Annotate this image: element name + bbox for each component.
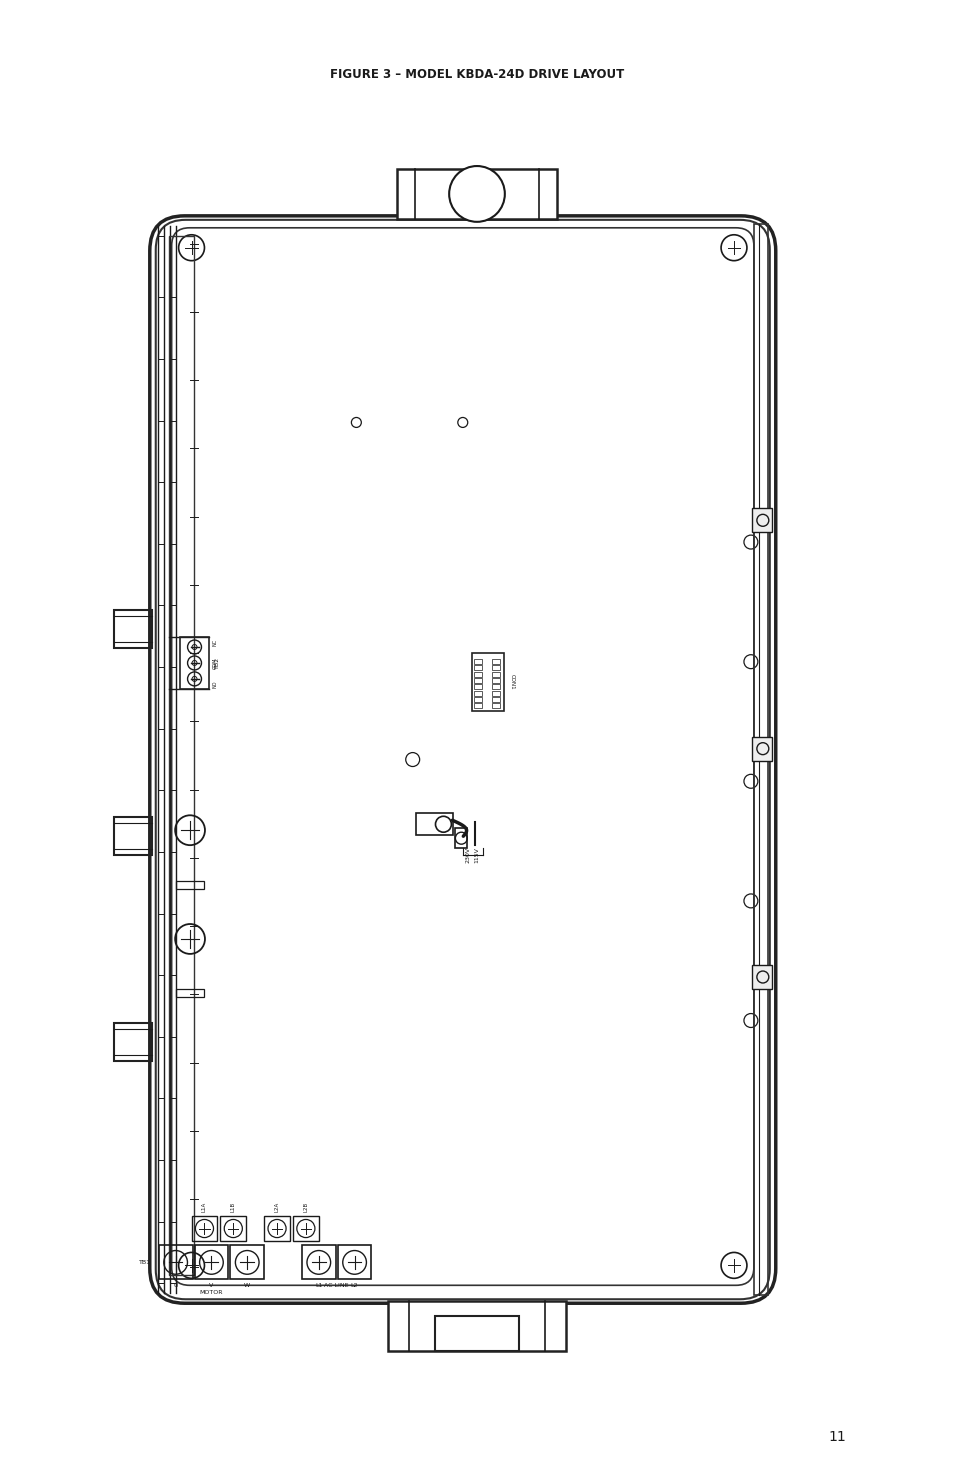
Text: L1: L1: [314, 1283, 322, 1288]
Bar: [474, 690, 481, 696]
Bar: [492, 671, 499, 677]
Text: AC LINE: AC LINE: [324, 1283, 349, 1288]
Bar: [474, 659, 481, 664]
Bar: [751, 965, 771, 988]
Bar: [751, 736, 771, 761]
Bar: [455, 829, 467, 848]
Bar: [416, 813, 453, 835]
Bar: [230, 1245, 264, 1279]
Bar: [474, 671, 481, 677]
Bar: [220, 1215, 246, 1242]
Bar: [169, 236, 193, 1276]
Bar: [492, 690, 499, 696]
Bar: [492, 659, 499, 664]
Text: U: U: [173, 1283, 177, 1288]
Bar: [753, 224, 767, 1295]
Bar: [301, 1245, 335, 1279]
Bar: [474, 696, 481, 702]
Text: 115V: 115V: [474, 847, 478, 863]
Text: NO: NO: [213, 680, 217, 687]
Bar: [113, 611, 152, 648]
Text: NC: NC: [213, 639, 217, 646]
Bar: [176, 881, 204, 888]
Text: COM: COM: [213, 658, 217, 668]
Bar: [176, 990, 204, 997]
Bar: [397, 170, 556, 218]
Bar: [492, 665, 499, 671]
Text: L2B: L2B: [303, 1202, 308, 1211]
Text: W: W: [244, 1283, 250, 1288]
Text: TB1: TB1: [138, 1260, 151, 1266]
Text: FIGURE 3 – MODEL KBDA-24D DRIVE LAYOUT: FIGURE 3 – MODEL KBDA-24D DRIVE LAYOUT: [330, 68, 623, 81]
Text: L1B: L1B: [231, 1202, 235, 1211]
Bar: [492, 696, 499, 702]
Bar: [435, 1316, 518, 1351]
Text: 11: 11: [827, 1429, 845, 1444]
Bar: [474, 684, 481, 689]
Bar: [492, 704, 499, 708]
Bar: [192, 1215, 217, 1242]
Bar: [751, 509, 771, 532]
Bar: [337, 1245, 371, 1279]
Bar: [474, 665, 481, 671]
Text: CON1: CON1: [510, 674, 515, 689]
Bar: [387, 1301, 566, 1351]
Circle shape: [449, 167, 504, 221]
Bar: [474, 678, 481, 683]
Bar: [113, 817, 152, 854]
Bar: [179, 637, 210, 689]
Bar: [158, 1245, 193, 1279]
Text: MOTOR: MOTOR: [199, 1291, 223, 1295]
Bar: [264, 1215, 290, 1242]
Bar: [113, 1024, 152, 1061]
Bar: [472, 653, 503, 711]
Text: V: V: [209, 1283, 213, 1288]
Bar: [492, 684, 499, 689]
Text: TB2: TB2: [215, 656, 220, 670]
Text: 230V: 230V: [465, 847, 470, 863]
Bar: [492, 678, 499, 683]
Bar: [293, 1215, 318, 1242]
Text: L2: L2: [351, 1283, 358, 1288]
Bar: [474, 704, 481, 708]
Text: L2A: L2A: [274, 1201, 279, 1211]
Bar: [194, 1245, 228, 1279]
Text: L1A: L1A: [202, 1201, 207, 1211]
